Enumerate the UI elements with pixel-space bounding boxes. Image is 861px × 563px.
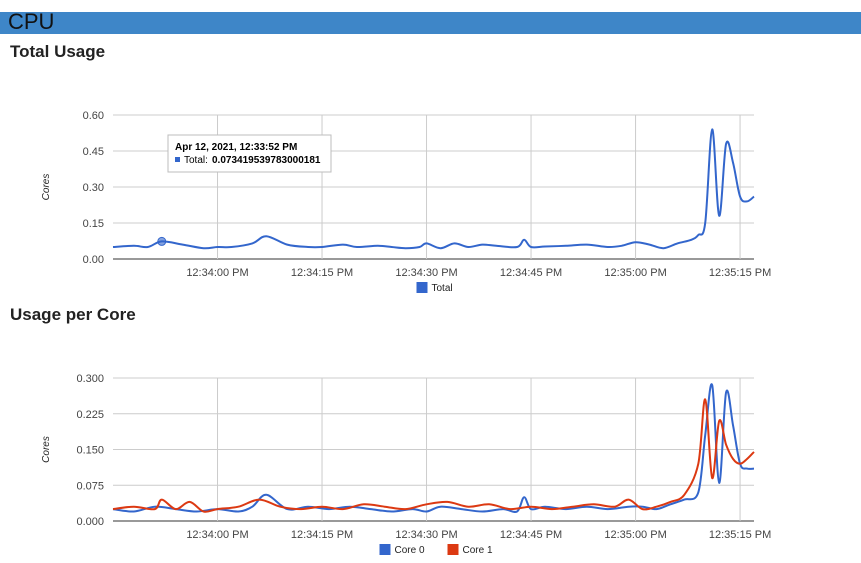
x-tick-label: 12:35:00 PM [604, 529, 666, 541]
x-tick-label: 12:34:30 PM [395, 267, 457, 279]
y-axis-title: Cores [41, 436, 52, 463]
x-tick-label: 12:34:15 PM [291, 267, 353, 279]
legend-label: Core 0 [395, 545, 425, 556]
y-tick-label: 0.225 [76, 409, 104, 421]
y-tick-label: 0.15 [83, 218, 104, 230]
x-tick-label: 12:34:15 PM [291, 529, 353, 541]
tooltip-swatch [175, 157, 180, 162]
series-line-core-1[interactable] [112, 398, 755, 513]
x-tick-label: 12:34:45 PM [500, 529, 562, 541]
y-tick-label: 0.60 [83, 110, 104, 122]
y-axis-title: Cores [41, 174, 52, 201]
legend-label: Core 1 [463, 545, 493, 556]
legend-label: Total [432, 283, 453, 294]
x-tick-label: 12:34:00 PM [186, 529, 248, 541]
x-tick-label: 12:35:15 PM [709, 267, 771, 279]
x-tick-label: 12:35:15 PM [709, 529, 771, 541]
y-tick-label: 0.00 [83, 254, 104, 266]
y-tick-label: 0.300 [76, 373, 104, 385]
section-title-usage-per-core: Usage per Core [10, 305, 136, 324]
x-tick-label: 12:35:00 PM [604, 267, 666, 279]
legend-swatch [416, 282, 428, 293]
legend-swatch [447, 544, 459, 555]
tooltip-title: Apr 12, 2021, 12:33:52 PM [175, 142, 297, 153]
y-tick-label: 0.30 [83, 182, 104, 194]
y-tick-label: 0.075 [76, 480, 104, 492]
tooltip-value: 0.073419539783000181 [212, 155, 321, 166]
tooltip-box [167, 134, 332, 173]
total-usage-chart[interactable]: 0.00 0.15 0.30 0.45 0.60 12:34:00 PM 12:34:15 … [0, 0, 861, 300]
header-bar: CPU [0, 9, 861, 34]
series-line-core-0[interactable] [112, 383, 755, 513]
tooltip-label: Total: [184, 155, 208, 166]
tooltip: Apr 12, 2021, 12:33:52 PM Total: 0.0734195… [167, 134, 332, 173]
x-tick-label: 12:34:00 PM [186, 267, 248, 279]
highlighted-point[interactable] [157, 236, 167, 246]
section-title-total-usage: Total Usage [10, 42, 106, 61]
page-title: CPU [8, 9, 55, 34]
y-tick-label: 0.000 [76, 516, 104, 528]
x-tick-label: 12:34:45 PM [500, 267, 562, 279]
series-line-total[interactable] [112, 128, 755, 250]
y-tick-label: 0.150 [76, 445, 104, 457]
x-tick-label: 12:34:30 PM [395, 529, 457, 541]
y-tick-label: 0.45 [83, 146, 104, 158]
legend-swatch [379, 544, 391, 555]
